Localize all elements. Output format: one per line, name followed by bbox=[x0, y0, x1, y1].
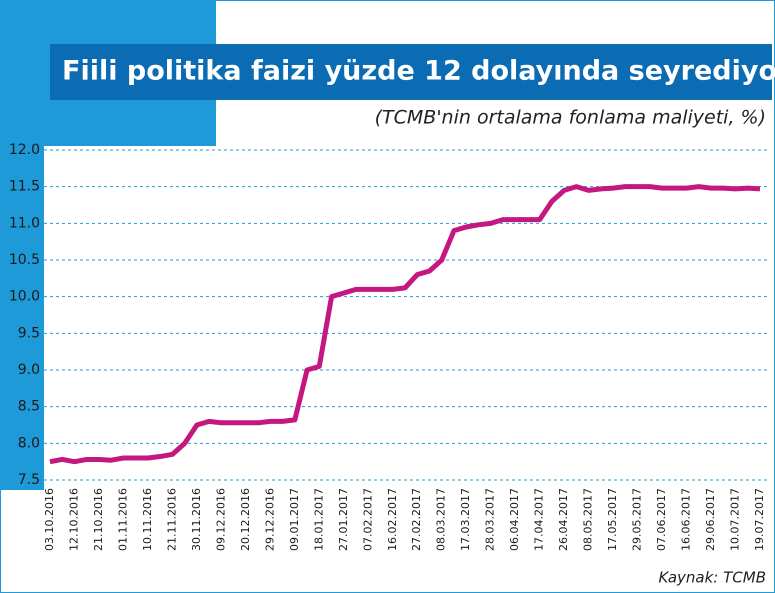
x-tick-label: 10.07.2017 bbox=[729, 488, 742, 551]
x-tick-label: 29.05.2017 bbox=[631, 488, 644, 551]
y-tick-label: 11.5 bbox=[9, 179, 40, 195]
x-tick-label: 07.02.2017 bbox=[361, 488, 374, 551]
x-tick-label: 30.11.2016 bbox=[190, 488, 203, 551]
x-tick-label: 01.11.2016 bbox=[116, 488, 129, 551]
y-tick-label: 9.0 bbox=[18, 362, 40, 378]
x-tick-label: 08.03.2017 bbox=[435, 488, 448, 551]
x-tick-label: 21.10.2016 bbox=[92, 488, 105, 551]
x-tick-label: 21.11.2016 bbox=[165, 488, 178, 551]
y-tick-label: 10.0 bbox=[9, 289, 40, 305]
x-tick-label: 29.06.2017 bbox=[704, 488, 717, 551]
subtitle: (TCMB'nin ortalama fonlama maliyeti, %) bbox=[375, 107, 766, 129]
x-tick-label: 10.11.2016 bbox=[141, 488, 154, 551]
y-tick-label: 7.5 bbox=[18, 472, 40, 488]
x-tick-label: 19.07.2017 bbox=[753, 488, 766, 551]
x-tick-label: 09.12.2016 bbox=[214, 488, 227, 551]
title-bar bbox=[50, 44, 772, 100]
axis-panel bbox=[0, 0, 44, 490]
x-tick-label: 06.04.2017 bbox=[508, 488, 521, 551]
x-tick-label: 28.03.2017 bbox=[484, 488, 497, 551]
x-tick-label: 29.12.2016 bbox=[263, 488, 276, 551]
y-tick-label: 10.5 bbox=[9, 252, 40, 268]
x-tick-label: 20.12.2016 bbox=[239, 488, 252, 551]
x-tick-label: 12.10.2016 bbox=[67, 488, 80, 551]
x-tick-label: 27.02.2017 bbox=[410, 488, 423, 551]
x-tick-label: 17.03.2017 bbox=[459, 488, 472, 551]
x-tick-label: 16.06.2017 bbox=[680, 488, 693, 551]
source: Kaynak: TCMB bbox=[659, 569, 766, 587]
chart-title: Fiili politika faizi yüzde 12 dolayında … bbox=[62, 56, 775, 87]
x-tick-label: 03.10.2016 bbox=[43, 488, 56, 551]
x-tick-label: 26.04.2017 bbox=[557, 488, 570, 551]
x-tick-label: 08.05.2017 bbox=[582, 488, 595, 551]
y-tick-label: 8.0 bbox=[18, 435, 40, 451]
x-tick-label: 09.01.2017 bbox=[288, 488, 301, 551]
data-line bbox=[49, 184, 761, 465]
y-tick-label: 11.0 bbox=[9, 215, 40, 231]
y-tick-label: 9.5 bbox=[18, 325, 40, 341]
x-tick-label: 27.01.2017 bbox=[337, 488, 350, 551]
x-tick-label: 17.04.2017 bbox=[533, 488, 546, 551]
x-tick-label: 17.05.2017 bbox=[606, 488, 619, 551]
x-tick-label: 07.06.2017 bbox=[655, 488, 668, 551]
x-tick-label: 18.01.2017 bbox=[312, 488, 325, 551]
y-tick-label: 8.5 bbox=[18, 399, 40, 415]
x-tick-label: 16.02.2017 bbox=[386, 488, 399, 551]
y-tick-label: 12.0 bbox=[9, 142, 40, 158]
